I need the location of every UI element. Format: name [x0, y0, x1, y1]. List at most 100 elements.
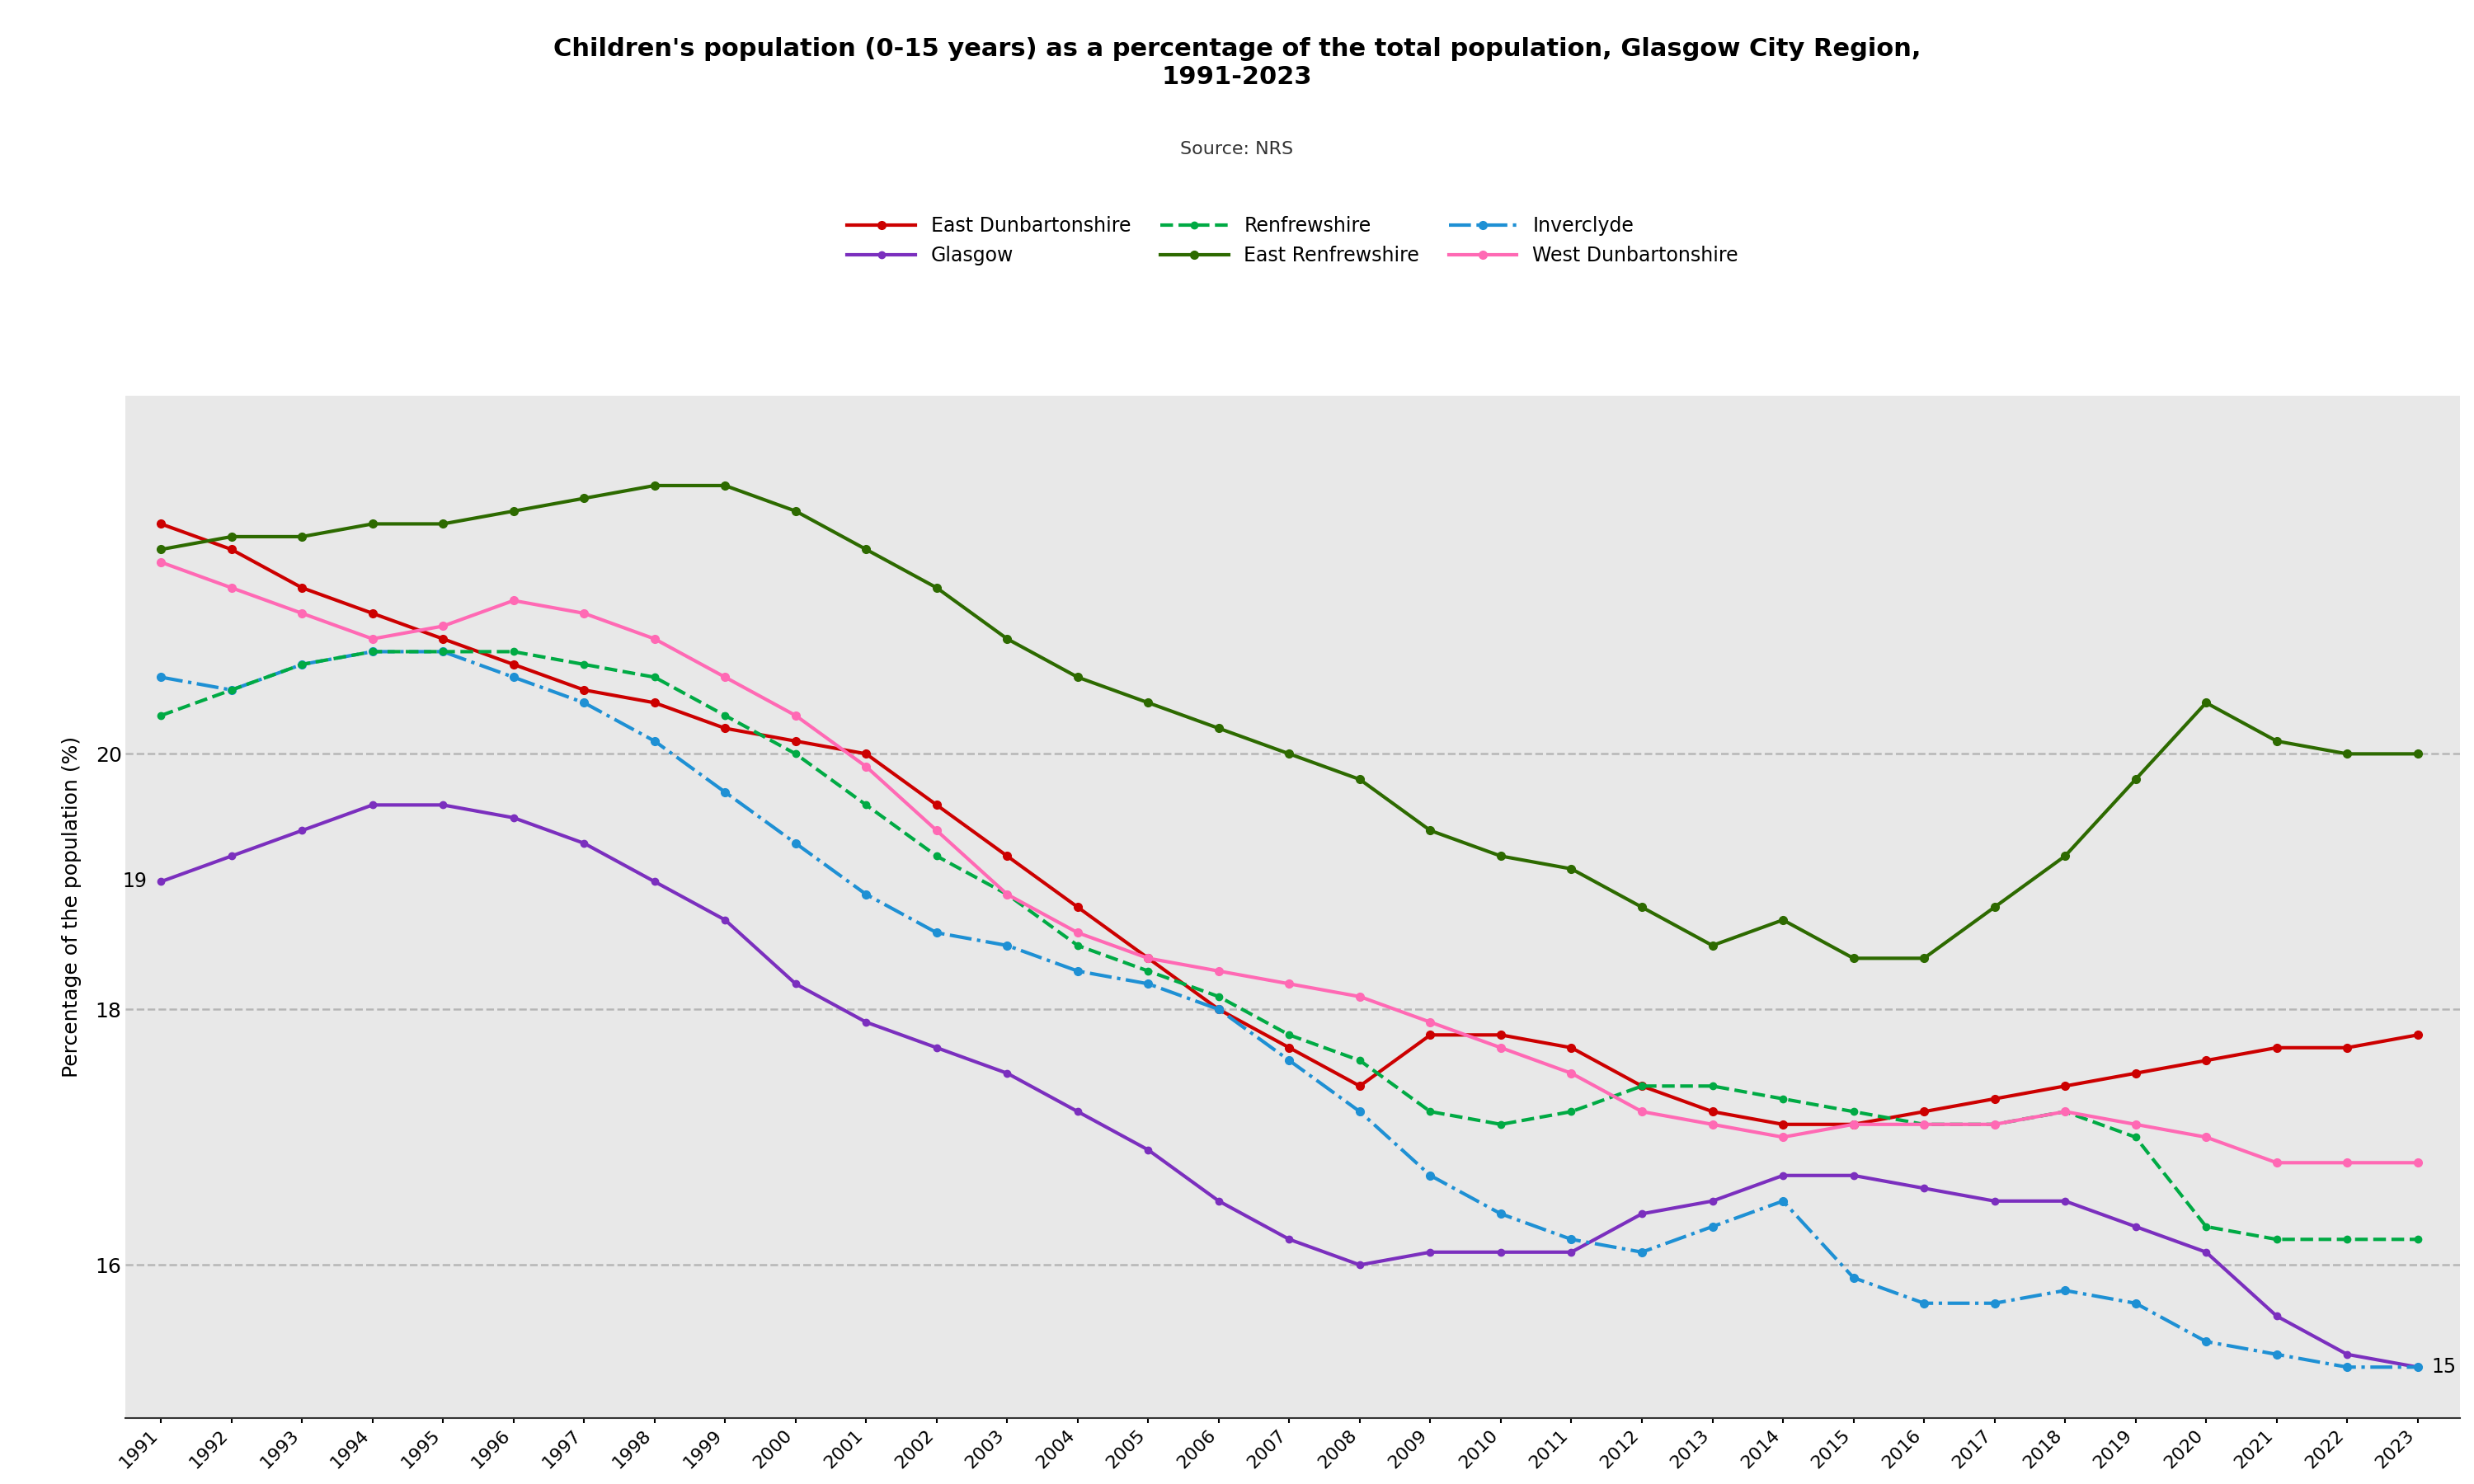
Glasgow — [1979, 1192, 2009, 1209]
West Dunbartonshire — [1910, 1116, 1940, 1134]
East Dunbartonshire — [287, 579, 317, 597]
West Dunbartonshire — [1205, 962, 1235, 979]
Glasgow — [500, 809, 529, 827]
Inverclyde — [1910, 1294, 1940, 1312]
Renfrewshire — [1133, 962, 1163, 979]
East Dunbartonshire — [1979, 1089, 2009, 1107]
East Renfrewshire — [1487, 847, 1517, 865]
Inverclyde — [1064, 962, 1094, 979]
Inverclyde — [2261, 1346, 2291, 1364]
Glasgow — [1346, 1255, 1376, 1273]
Glasgow — [1910, 1180, 1940, 1198]
Text: Source: NRS: Source: NRS — [1180, 141, 1294, 157]
Inverclyde — [1556, 1230, 1586, 1248]
Renfrewshire — [1910, 1116, 1940, 1134]
Inverclyde — [1769, 1192, 1799, 1209]
Glasgow — [569, 834, 599, 852]
West Dunbartonshire — [146, 554, 176, 571]
Text: 19: 19 — [121, 871, 146, 892]
West Dunbartonshire — [1697, 1116, 1727, 1134]
Renfrewshire — [992, 886, 1022, 904]
East Renfrewshire — [992, 631, 1022, 649]
West Dunbartonshire — [2120, 1116, 2150, 1134]
Glasgow — [1487, 1244, 1517, 1261]
East Renfrewshire — [1979, 898, 2009, 916]
East Dunbartonshire — [2192, 1052, 2222, 1070]
East Renfrewshire — [2402, 745, 2432, 763]
Renfrewshire — [1346, 1052, 1376, 1070]
Glasgow — [851, 1014, 881, 1031]
West Dunbartonshire — [569, 604, 599, 622]
Renfrewshire — [1487, 1116, 1517, 1134]
Inverclyde — [1133, 975, 1163, 993]
East Dunbartonshire — [710, 720, 740, 738]
Inverclyde — [500, 668, 529, 686]
West Dunbartonshire — [287, 604, 317, 622]
East Renfrewshire — [1628, 898, 1658, 916]
Inverclyde — [569, 695, 599, 712]
Renfrewshire — [710, 706, 740, 724]
Line: Renfrewshire: Renfrewshire — [158, 649, 2422, 1242]
Glasgow — [710, 911, 740, 929]
Inverclyde — [218, 681, 247, 699]
East Dunbartonshire — [992, 847, 1022, 865]
Glasgow — [1205, 1192, 1235, 1209]
Renfrewshire — [1064, 936, 1094, 954]
West Dunbartonshire — [992, 886, 1022, 904]
Renfrewshire — [2192, 1218, 2222, 1236]
West Dunbartonshire — [1979, 1116, 2009, 1134]
Text: 15: 15 — [2432, 1358, 2457, 1377]
East Dunbartonshire — [641, 695, 670, 712]
West Dunbartonshire — [500, 592, 529, 610]
Renfrewshire — [782, 745, 811, 763]
West Dunbartonshire — [851, 758, 881, 776]
East Renfrewshire — [569, 490, 599, 508]
Inverclyde — [992, 936, 1022, 954]
West Dunbartonshire — [359, 631, 388, 649]
West Dunbartonshire — [428, 617, 458, 635]
East Renfrewshire — [1697, 936, 1727, 954]
East Dunbartonshire — [782, 732, 811, 749]
East Dunbartonshire — [2120, 1064, 2150, 1082]
Renfrewshire — [923, 847, 952, 865]
East Dunbartonshire — [1910, 1103, 1940, 1120]
West Dunbartonshire — [2192, 1128, 2222, 1146]
East Renfrewshire — [2261, 732, 2291, 749]
Inverclyde — [1487, 1205, 1517, 1223]
East Renfrewshire — [782, 502, 811, 519]
Glasgow — [1697, 1192, 1727, 1209]
Inverclyde — [1979, 1294, 2009, 1312]
East Dunbartonshire — [2333, 1039, 2363, 1057]
Renfrewshire — [1979, 1116, 2009, 1134]
West Dunbartonshire — [2402, 1153, 2432, 1171]
East Dunbartonshire — [1697, 1103, 1727, 1120]
Renfrewshire — [851, 795, 881, 813]
East Renfrewshire — [428, 515, 458, 533]
Inverclyde — [428, 643, 458, 660]
Glasgow — [2261, 1307, 2291, 1325]
East Dunbartonshire — [1838, 1116, 1868, 1134]
West Dunbartonshire — [641, 631, 670, 649]
West Dunbartonshire — [218, 579, 247, 597]
East Renfrewshire — [1838, 950, 1868, 968]
Glasgow — [1064, 1103, 1094, 1120]
West Dunbartonshire — [2333, 1153, 2363, 1171]
Inverclyde — [2120, 1294, 2150, 1312]
Glasgow — [2333, 1346, 2363, 1364]
Renfrewshire — [641, 668, 670, 686]
Line: West Dunbartonshire: West Dunbartonshire — [156, 558, 2422, 1166]
Glasgow — [923, 1039, 952, 1057]
Inverclyde — [1697, 1218, 1727, 1236]
Renfrewshire — [428, 643, 458, 660]
West Dunbartonshire — [710, 668, 740, 686]
East Renfrewshire — [2333, 745, 2363, 763]
Renfrewshire — [2333, 1230, 2363, 1248]
East Renfrewshire — [1910, 950, 1940, 968]
West Dunbartonshire — [1274, 975, 1304, 993]
Inverclyde — [2192, 1333, 2222, 1350]
East Dunbartonshire — [1274, 1039, 1304, 1057]
East Dunbartonshire — [428, 631, 458, 649]
East Renfrewshire — [1769, 911, 1799, 929]
East Renfrewshire — [146, 540, 176, 558]
Inverclyde — [1274, 1052, 1304, 1070]
